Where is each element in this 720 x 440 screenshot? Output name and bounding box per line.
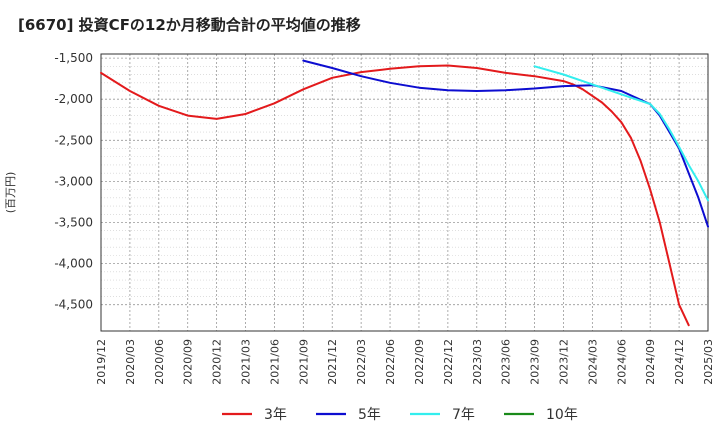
- x-tick-label: 2024/06: [615, 339, 628, 385]
- legend-label: 5年: [358, 407, 381, 423]
- x-tick-label: 2022/03: [355, 339, 368, 385]
- y-tick-label: -3,500: [54, 216, 93, 230]
- x-tick-label: 2025/03: [702, 339, 715, 385]
- x-tick-label: 2019/12: [95, 339, 108, 385]
- series-line-7年: [533, 65, 709, 202]
- x-tick-label: 2023/09: [529, 339, 542, 385]
- y-tick-label: -4,000: [54, 257, 93, 271]
- x-tick-label: 2020/12: [211, 339, 224, 385]
- y-tick-label: -4,500: [54, 298, 93, 312]
- x-tick-label: 2020/03: [124, 339, 137, 385]
- x-tick-label: 2021/12: [326, 339, 339, 385]
- x-tick-label: 2023/06: [500, 339, 513, 385]
- legend-label: 7年: [452, 407, 475, 423]
- legend-label: 10年: [546, 407, 578, 423]
- x-tick-label: 2020/06: [153, 339, 166, 385]
- legend-label: 3年: [264, 407, 287, 423]
- series-line-3年: [100, 64, 690, 327]
- x-tick-label: 2023/03: [471, 339, 484, 385]
- x-tick-label: 2024/09: [644, 339, 657, 385]
- x-tick-label: 2024/03: [586, 339, 599, 385]
- x-tick-label: 2022/12: [442, 339, 455, 385]
- x-tick-label: 2021/09: [297, 339, 310, 385]
- x-tick-label: 2022/09: [413, 339, 426, 385]
- x-tick-label: 2020/09: [182, 339, 195, 385]
- x-tick-label: 2024/12: [673, 339, 686, 385]
- y-tick-label: -2,000: [54, 92, 93, 106]
- chart-title: [6670] 投資CFの12か月移動合計の平均値の推移: [18, 16, 361, 34]
- y-axis-label: (百万円): [4, 172, 17, 214]
- plot-frame: [100, 53, 709, 332]
- y-tick-label: -2,500: [54, 133, 93, 147]
- x-tick-label: 2021/03: [240, 339, 253, 385]
- y-tick-label: -3,000: [54, 174, 93, 188]
- x-tick-label: 2023/12: [557, 339, 570, 385]
- x-tick-label: 2021/06: [268, 339, 281, 385]
- x-tick-label: 2022/06: [384, 339, 397, 385]
- y-tick-label: -1,500: [54, 51, 93, 65]
- plot-area: [101, 54, 708, 331]
